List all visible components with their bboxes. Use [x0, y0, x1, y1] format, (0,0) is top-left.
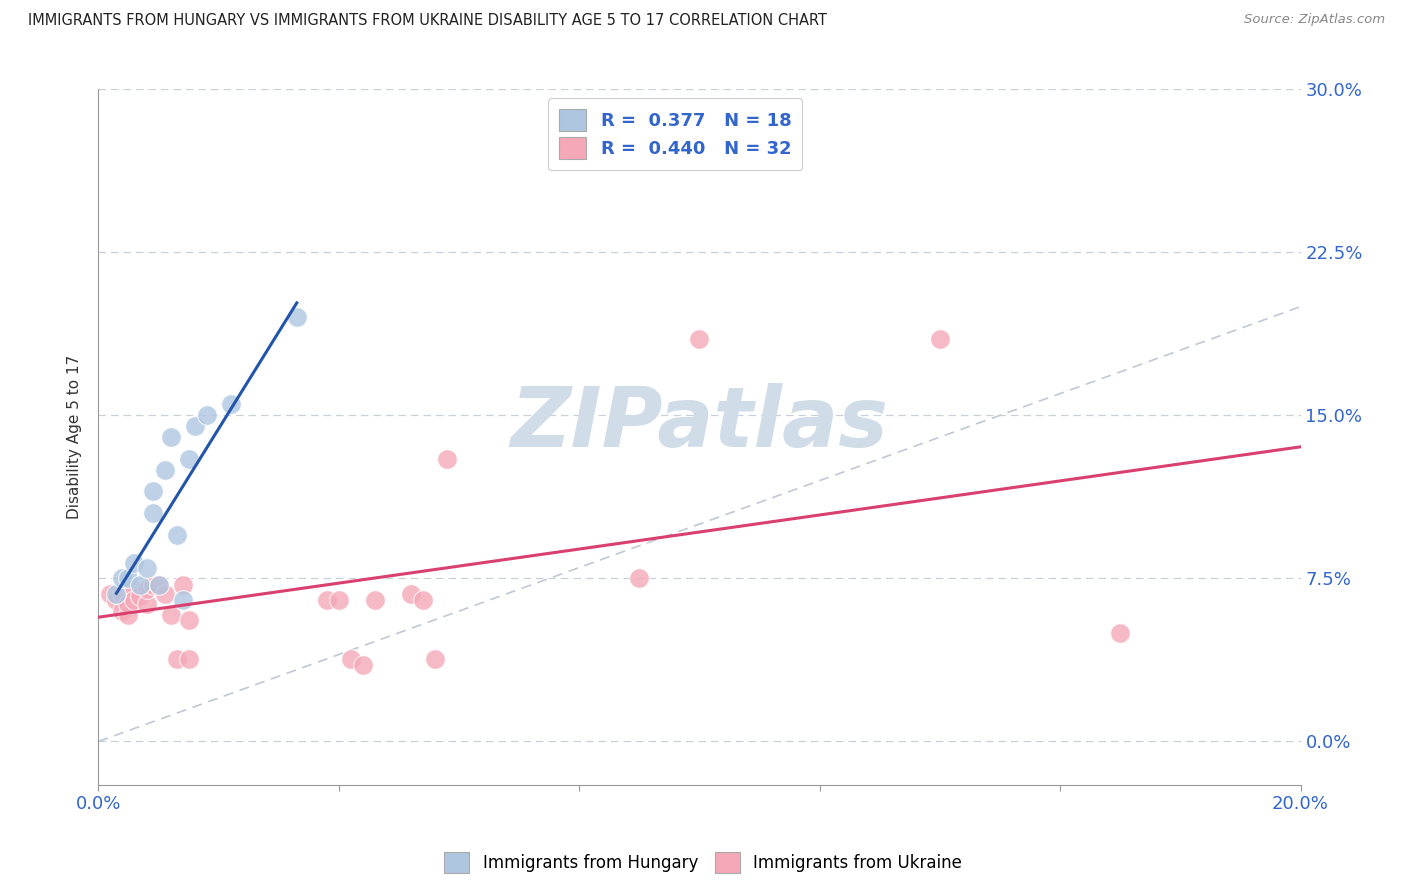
Point	[436, 451, 458, 466]
Y-axis label: Disability Age 5 to 17: Disability Age 5 to 17	[67, 355, 83, 519]
Point	[1109, 625, 1132, 640]
Point	[148, 578, 170, 592]
Point	[141, 506, 163, 520]
Point	[124, 582, 146, 597]
Point	[141, 578, 163, 592]
Point	[315, 593, 337, 607]
Point	[111, 587, 134, 601]
Text: ZIPatlas: ZIPatlas	[510, 383, 889, 464]
Point	[166, 652, 188, 666]
Point	[195, 409, 218, 423]
Point	[135, 582, 157, 597]
Text: Source: ZipAtlas.com: Source: ZipAtlas.com	[1244, 13, 1385, 27]
Point	[399, 587, 422, 601]
Point	[111, 571, 134, 585]
Point	[177, 613, 200, 627]
Point	[219, 397, 242, 411]
Point	[111, 604, 134, 618]
Point	[135, 598, 157, 612]
Text: IMMIGRANTS FROM HUNGARY VS IMMIGRANTS FROM UKRAINE DISABILITY AGE 5 TO 17 CORREL: IMMIGRANTS FROM HUNGARY VS IMMIGRANTS FR…	[28, 13, 827, 29]
Point	[141, 484, 163, 499]
Point	[124, 556, 146, 570]
Point	[172, 593, 194, 607]
Point	[285, 310, 308, 325]
Point	[148, 578, 170, 592]
Point	[423, 652, 446, 666]
Point	[129, 589, 152, 603]
Legend: Immigrants from Hungary, Immigrants from Ukraine: Immigrants from Hungary, Immigrants from…	[437, 846, 969, 880]
Point	[166, 528, 188, 542]
Point	[328, 593, 350, 607]
Point	[177, 652, 200, 666]
Point	[153, 587, 176, 601]
Point	[105, 587, 128, 601]
Point	[135, 560, 157, 574]
Point	[177, 451, 200, 466]
Point	[340, 652, 363, 666]
Point	[117, 608, 139, 623]
Point	[172, 578, 194, 592]
Point	[929, 332, 952, 346]
Point	[352, 658, 374, 673]
Point	[117, 598, 139, 612]
Point	[364, 593, 387, 607]
Point	[153, 463, 176, 477]
Point	[159, 608, 181, 623]
Point	[159, 430, 181, 444]
Point	[124, 593, 146, 607]
Point	[628, 571, 651, 585]
Point	[412, 593, 434, 607]
Point	[100, 587, 122, 601]
Point	[117, 571, 139, 585]
Legend: R =  0.377   N = 18, R =  0.440   N = 32: R = 0.377 N = 18, R = 0.440 N = 32	[548, 98, 803, 170]
Point	[129, 578, 152, 592]
Point	[689, 332, 711, 346]
Point	[105, 593, 128, 607]
Point	[183, 419, 205, 434]
